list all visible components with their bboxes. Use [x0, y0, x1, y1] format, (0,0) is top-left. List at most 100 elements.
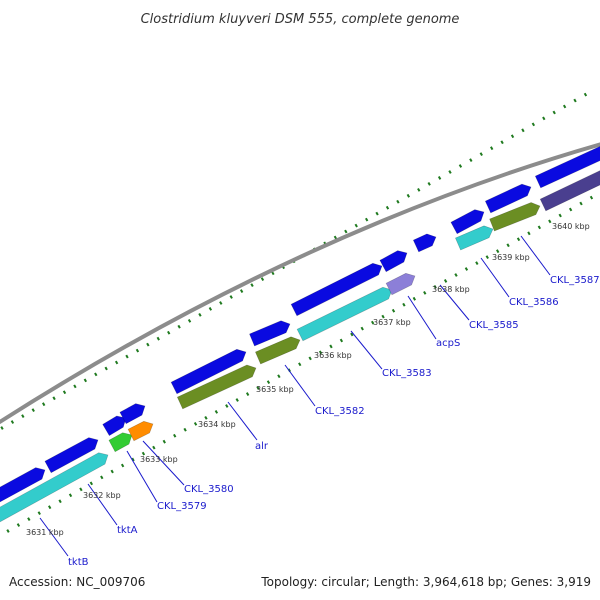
inner-dot	[89, 481, 94, 486]
gene-arrow[interactable]	[0, 467, 46, 506]
outer-dot	[406, 193, 410, 198]
outer-dot	[219, 301, 223, 305]
gene-label-CKL_3586[interactable]: CKL_3586	[509, 297, 559, 308]
gene-arrow[interactable]	[534, 145, 600, 189]
gene-label-CKL_3582[interactable]: CKL_3582	[315, 406, 365, 417]
outer-dot	[10, 420, 15, 424]
position-marker-label: 3635 kbp	[256, 385, 294, 394]
outer-dot	[333, 235, 338, 240]
inner-dot	[381, 314, 385, 319]
gene-labels: tktB tktA CKL_3579 CKL_3580 alr CKL_3582…	[68, 275, 600, 568]
feature-arrow[interactable]	[108, 432, 133, 453]
gene-label-alr[interactable]: alr	[255, 441, 269, 452]
outer-dot	[125, 354, 129, 359]
inner-dot	[37, 511, 41, 516]
outer-dot	[135, 348, 140, 353]
gene-label-CKL_3583[interactable]: CKL_3583	[382, 368, 432, 379]
inner-dot	[16, 523, 21, 527]
genome-backbone	[0, 142, 600, 425]
inner-dot	[235, 398, 239, 402]
inner-dot	[496, 249, 500, 254]
outer-dot	[385, 205, 390, 210]
outer-dot	[31, 408, 35, 413]
gene-label-CKL_3580[interactable]: CKL_3580	[184, 484, 234, 495]
feature-arrow[interactable]	[296, 286, 393, 342]
outer-dot	[396, 199, 400, 204]
inner-dot	[516, 237, 521, 242]
outer-dot	[427, 182, 431, 186]
accession-label: Accession: NC_009706	[9, 575, 145, 589]
outer-dot	[52, 396, 56, 401]
outer-dot	[0, 426, 4, 430]
inner-dot	[141, 451, 146, 456]
label-leader-lines	[39, 235, 551, 557]
inner-dot	[245, 392, 250, 396]
inner-dot	[79, 487, 83, 492]
gene-label-CKL_3579[interactable]: CKL_3579	[157, 501, 207, 512]
feature-arrow[interactable]	[176, 364, 257, 410]
inner-dot	[464, 267, 469, 271]
outer-dot	[573, 98, 577, 103]
gene-arrow[interactable]	[290, 262, 383, 317]
outer-dot	[542, 116, 546, 121]
gene-arrow[interactable]	[249, 320, 291, 347]
gene-arrow[interactable]	[44, 437, 99, 474]
outer-dot	[73, 384, 77, 389]
inner-dot	[402, 302, 406, 307]
position-marker-label: 3639 kbp	[492, 253, 530, 262]
gene-label-acpS[interactable]: acpS	[436, 338, 460, 349]
position-marker-label: 3640 kbp	[552, 222, 590, 231]
outer-dot	[94, 372, 98, 377]
gene-arrow[interactable]	[412, 233, 437, 253]
feature-arrow[interactable]	[455, 225, 494, 251]
gene-label-CKL_3585[interactable]: CKL_3585	[469, 320, 519, 331]
label-leader-line	[87, 483, 118, 526]
inner-dot	[350, 332, 354, 337]
feature-arrow[interactable]	[0, 452, 109, 526]
inner-dot	[110, 469, 114, 474]
outer-dot	[458, 164, 463, 168]
label-leader-line	[520, 235, 551, 276]
gene-arrow[interactable]	[484, 183, 532, 214]
inner-dot	[58, 499, 62, 504]
inner-dot	[100, 475, 104, 480]
gene-arrow[interactable]	[450, 209, 485, 235]
inner-dot	[360, 326, 364, 331]
genome-summary: Topology: circular; Length: 3,964,618 bp…	[260, 575, 591, 589]
gene-label-tktA[interactable]: tktA	[117, 525, 138, 536]
inner-dot	[6, 529, 10, 533]
inner-dot	[443, 279, 448, 283]
gene-arrow[interactable]	[170, 348, 247, 395]
inner-dot	[339, 338, 344, 343]
gene-label-CKL_3587[interactable]: CKL_3587	[550, 275, 600, 286]
gene-label-tktB[interactable]: tktB	[68, 557, 89, 568]
inner-dot	[506, 243, 510, 248]
inner-dot	[527, 231, 531, 236]
outer-dot	[187, 318, 192, 323]
outer-dot	[208, 307, 213, 311]
feature-arrow[interactable]	[539, 169, 600, 212]
gene-arrow[interactable]	[119, 403, 146, 425]
outer-dot	[146, 342, 150, 347]
outer-dot	[365, 217, 369, 222]
gene-arrow[interactable]	[102, 415, 127, 437]
label-leader-line	[439, 284, 470, 321]
position-marker-label: 3631 kbp	[26, 528, 64, 537]
inner-dot	[391, 308, 396, 313]
inner-dot	[558, 213, 562, 218]
inner-dot	[371, 320, 375, 325]
outer-dot	[104, 366, 108, 371]
inner-dot	[193, 421, 198, 426]
feature-arrow[interactable]	[127, 420, 154, 442]
gene-arrow[interactable]	[379, 250, 408, 273]
feature-arrow[interactable]	[385, 272, 416, 296]
feature-arrow[interactable]	[489, 202, 541, 232]
feature-track-genes	[0, 169, 600, 526]
outer-dot	[500, 140, 504, 145]
inner-dot	[162, 439, 166, 444]
feature-arrow[interactable]	[255, 336, 301, 365]
inner-dot	[173, 433, 177, 438]
inner-dot	[298, 362, 302, 367]
outer-dot	[490, 146, 494, 151]
